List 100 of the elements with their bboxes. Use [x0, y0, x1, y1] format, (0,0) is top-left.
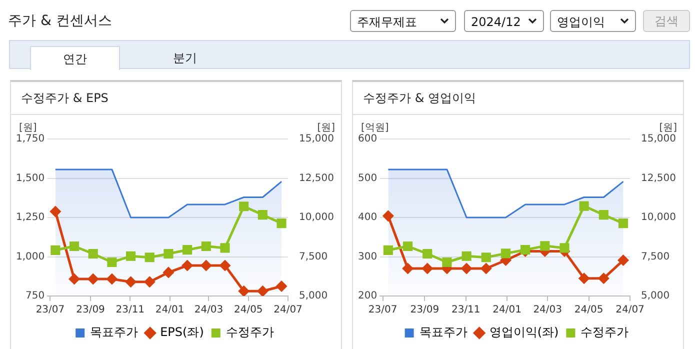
- y-tick-label: 500: [358, 172, 378, 184]
- x-tick-label: 23/09: [410, 304, 440, 316]
- y-tick-label: 750: [26, 290, 45, 302]
- point: [88, 274, 98, 284]
- x-tick-label: 23/11: [116, 304, 145, 316]
- x-tick-label: 24/03: [194, 304, 224, 316]
- point: [258, 210, 268, 220]
- y-axis-title: [원]: [19, 122, 37, 134]
- x-tick-label: 24/01: [492, 304, 522, 316]
- y-tick-label: 1,750: [16, 134, 45, 145]
- legend-label: 영업이익(좌): [489, 325, 559, 340]
- x-tick-label: 24/05: [234, 304, 263, 316]
- point: [144, 276, 155, 288]
- legend-label: 목표주가: [90, 325, 138, 340]
- point: [238, 286, 250, 296]
- x-tick-label: 23/09: [76, 304, 105, 316]
- point: [69, 274, 80, 284]
- point: [540, 241, 550, 251]
- point: [50, 206, 61, 217]
- point: [276, 218, 286, 228]
- y-tick-label: 600: [358, 134, 378, 145]
- x-tick-label: 24/07: [616, 304, 644, 316]
- x-tick-label: 24/07: [274, 304, 302, 316]
- point: [500, 248, 511, 258]
- point: [182, 260, 193, 271]
- point: [578, 273, 590, 284]
- point: [382, 210, 394, 222]
- chart-title: 수정주가 & EPS: [11, 82, 341, 115]
- text: 2024/12: [471, 15, 521, 29]
- point: [50, 245, 60, 255]
- point: [618, 255, 629, 266]
- point: [520, 245, 530, 255]
- point: [442, 257, 452, 268]
- x-tick-label: 24/05: [574, 304, 604, 316]
- point: [579, 201, 589, 211]
- point: [182, 245, 192, 255]
- point: [126, 251, 136, 261]
- point: [402, 241, 413, 252]
- point: [618, 218, 628, 228]
- y-tick-label: 1,250: [16, 212, 45, 224]
- x-tick-label: 23/11: [451, 304, 480, 316]
- text: 연간: [30, 46, 120, 70]
- y2-tick-label: 7,500: [641, 251, 670, 262]
- point: [201, 241, 211, 252]
- point: [383, 245, 393, 255]
- point: [200, 260, 212, 271]
- y-tick-label: 1,000: [16, 251, 45, 262]
- point: [107, 257, 117, 268]
- legend-label: EPS(좌): [160, 325, 204, 340]
- legend-label: 목표주가: [419, 325, 468, 340]
- y2-axis-title: [원]: [659, 122, 678, 134]
- x-tick-label: 24/01: [155, 304, 184, 316]
- legend-label: 수정주가: [580, 325, 629, 340]
- y2-tick-label: 15,000: [641, 134, 676, 145]
- y-tick-label: 300: [358, 251, 378, 262]
- y2-tick-label: 5,000: [299, 290, 328, 302]
- point: [88, 248, 98, 259]
- y-tick-label: 1,500: [16, 172, 45, 184]
- point: [481, 252, 491, 262]
- point: [126, 276, 136, 288]
- point: [402, 263, 414, 274]
- text: 영업이익: [557, 15, 605, 29]
- y-axis-title: [억원]: [361, 122, 389, 134]
- point: [220, 243, 230, 253]
- point: [480, 263, 492, 274]
- point: [422, 248, 432, 259]
- point: [164, 248, 174, 259]
- point: [276, 281, 287, 292]
- x-tick-label: 23/07: [36, 304, 65, 316]
- y2-tick-label: 12,500: [299, 172, 334, 184]
- point: [598, 210, 608, 220]
- point: [239, 202, 249, 212]
- chart-title: 수정주가 & 영업이익: [353, 82, 683, 115]
- y2-tick-label: 5,000: [641, 290, 670, 302]
- point: [163, 267, 174, 278]
- point: [461, 263, 472, 274]
- text: 주재무제표: [357, 15, 417, 29]
- legend-label: 수정주가: [226, 325, 274, 340]
- text: 분기: [172, 50, 198, 67]
- point: [144, 252, 154, 262]
- point: [257, 286, 268, 296]
- y2-tick-label: 12,500: [641, 172, 676, 184]
- text: 주가 & 컨센서스: [8, 12, 112, 30]
- x-tick-label: 23/07: [368, 304, 398, 316]
- y2-axis-title: [원]: [317, 122, 336, 134]
- y-tick-label: 200: [358, 290, 378, 302]
- point: [220, 260, 230, 271]
- x-tick-label: 24/03: [533, 304, 562, 316]
- point: [560, 243, 570, 253]
- point: [422, 263, 433, 274]
- y2-tick-label: 10,000: [641, 212, 676, 224]
- point: [69, 241, 80, 252]
- y2-tick-label: 15,000: [299, 134, 334, 145]
- y2-tick-label: 7,500: [299, 251, 328, 262]
- text: 검색: [643, 10, 690, 32]
- point: [598, 273, 609, 284]
- y2-tick-label: 10,000: [299, 212, 334, 224]
- y-tick-label: 400: [358, 212, 378, 224]
- point: [106, 274, 118, 284]
- point: [462, 251, 472, 261]
